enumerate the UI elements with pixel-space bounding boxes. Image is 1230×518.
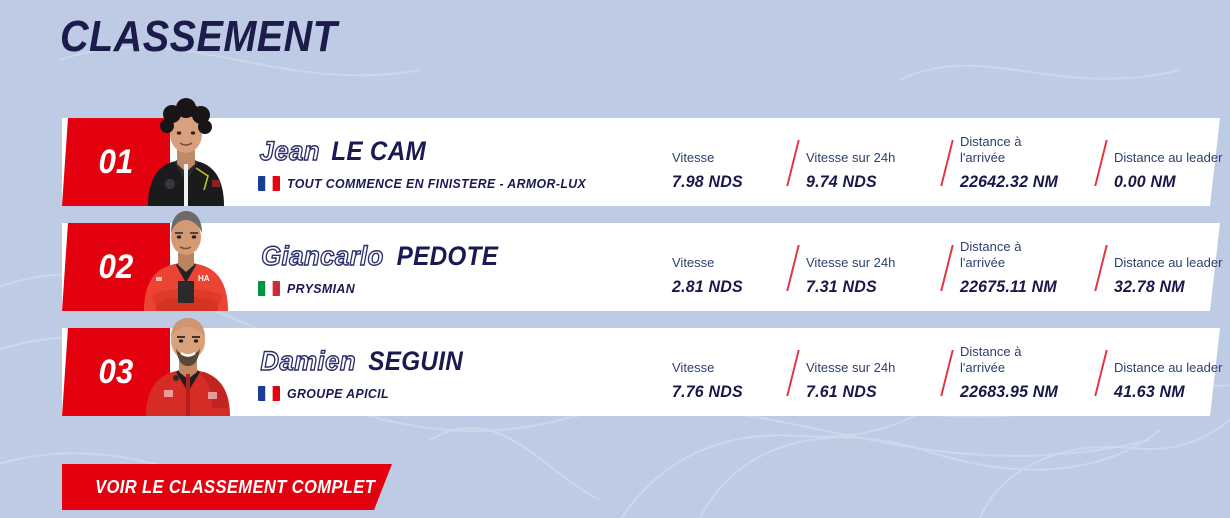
stat-speed-24h: Vitesse sur 24h 9.74 NDS bbox=[806, 132, 934, 192]
stat-value: 7.76 NDS bbox=[672, 382, 743, 401]
stat-value: 22683.95 NM bbox=[960, 382, 1059, 401]
stat-distance-to-leader: Distance au leader 0.00 NM bbox=[1114, 132, 1230, 192]
sailor-photo-le-cam bbox=[134, 98, 238, 206]
stat-separator bbox=[1088, 237, 1114, 297]
stat-separator bbox=[934, 342, 960, 402]
stat-value: 22642.32 NM bbox=[960, 172, 1059, 191]
stat-label: Distance à l'arrivée bbox=[960, 134, 1022, 165]
stat-label: Vitesse sur 24h bbox=[806, 255, 896, 270]
stats-block: Vitesse 2.81 NDS Vitesse sur 24h 7.31 ND… bbox=[672, 237, 1230, 297]
stats-block: Vitesse 7.76 NDS Vitesse sur 24h 7.61 ND… bbox=[672, 342, 1230, 402]
sailor-first-name: Damien bbox=[260, 345, 357, 376]
rank-number: 02 bbox=[98, 247, 134, 286]
row-card bbox=[62, 118, 1220, 206]
team-name: TOUT COMMENCE EN FINISTERE - ARMOR-LUX bbox=[287, 176, 587, 191]
sailor-photo-pedote: HA bbox=[134, 203, 238, 311]
stat-label: Distance à l'arrivée bbox=[960, 239, 1022, 270]
stat-label: Distance au leader bbox=[1114, 150, 1223, 165]
stat-value: 22675.11 NM bbox=[960, 277, 1057, 296]
stat-separator bbox=[780, 237, 806, 297]
sailor-name: Damien SEGUIN bbox=[258, 345, 468, 376]
rank-number: 03 bbox=[98, 352, 134, 391]
team-line: GROUPE APICIL bbox=[258, 386, 468, 401]
page-title: CLASSEMENT bbox=[60, 12, 338, 61]
ranking-row[interactable]: 02 bbox=[0, 211, 1230, 311]
stat-separator bbox=[780, 132, 806, 192]
team-line: TOUT COMMENCE EN FINISTERE - ARMOR-LUX bbox=[258, 176, 602, 191]
stat-value: 2.81 NDS bbox=[672, 277, 743, 296]
stat-label: Distance au leader bbox=[1114, 360, 1223, 375]
stat-separator bbox=[934, 237, 960, 297]
team-line: PRYSMIAN bbox=[258, 281, 504, 296]
stat-separator bbox=[780, 342, 806, 402]
stat-speed-24h: Vitesse sur 24h 7.61 NDS bbox=[806, 342, 934, 402]
stat-distance-to-leader: Distance au leader 41.63 NM bbox=[1114, 342, 1230, 402]
sailor-first-name: Giancarlo bbox=[261, 240, 384, 271]
stat-label: Vitesse bbox=[672, 150, 715, 165]
stat-distance-to-finish: Distance à l'arrivée 22675.11 NM bbox=[960, 237, 1088, 297]
sailor-name-block: Giancarlo PEDOTE PRYSMIAN bbox=[258, 240, 504, 296]
sailor-last-name: PEDOTE bbox=[396, 241, 499, 271]
stat-value: 41.63 NM bbox=[1114, 382, 1185, 401]
view-full-ranking-button[interactable]: VOIR LE CLASSEMENT COMPLET bbox=[62, 464, 392, 510]
stat-separator bbox=[1088, 342, 1114, 402]
stat-distance-to-leader: Distance au leader 32.78 NM bbox=[1114, 237, 1230, 297]
stat-label: Vitesse bbox=[672, 360, 715, 375]
flag-france-icon bbox=[258, 386, 280, 401]
flag-italy-icon bbox=[258, 281, 280, 296]
team-name: GROUPE APICIL bbox=[287, 386, 389, 401]
stat-value: 9.74 NDS bbox=[806, 172, 877, 191]
sailor-photo-seguin bbox=[134, 308, 238, 416]
stat-value: 7.31 NDS bbox=[806, 277, 877, 296]
sailor-last-name: LE CAM bbox=[330, 136, 426, 166]
stat-separator bbox=[934, 132, 960, 192]
stat-speed-24h: Vitesse sur 24h 7.31 NDS bbox=[806, 237, 934, 297]
stat-speed: Vitesse 7.98 NDS bbox=[672, 132, 780, 192]
sailor-first-name: Jean bbox=[259, 135, 320, 166]
sailor-name: Jean LE CAM bbox=[258, 135, 602, 166]
stat-distance-to-finish: Distance à l'arrivée 22642.32 NM bbox=[960, 132, 1088, 192]
svg-text:HA: HA bbox=[198, 274, 210, 283]
sailor-name-block: Damien SEGUIN GROUPE APICIL bbox=[258, 345, 468, 401]
ranking-row[interactable]: 03 bbox=[0, 318, 1230, 416]
flag-france-icon bbox=[258, 176, 280, 191]
stat-value: 32.78 NM bbox=[1114, 277, 1185, 296]
stat-label: Vitesse bbox=[672, 255, 715, 270]
stat-value: 7.61 NDS bbox=[806, 382, 877, 401]
rank-number: 01 bbox=[98, 142, 134, 181]
stat-separator bbox=[1088, 132, 1114, 192]
stat-label: Vitesse sur 24h bbox=[806, 150, 896, 165]
stat-label: Vitesse sur 24h bbox=[806, 360, 896, 375]
stats-block: Vitesse 7.98 NDS Vitesse sur 24h 9.74 ND… bbox=[672, 132, 1230, 192]
team-name: PRYSMIAN bbox=[287, 281, 356, 296]
stat-speed: Vitesse 7.76 NDS bbox=[672, 342, 780, 402]
stat-label: Distance à l'arrivée bbox=[960, 344, 1022, 375]
stat-speed: Vitesse 2.81 NDS bbox=[672, 237, 780, 297]
sailor-name: Giancarlo PEDOTE bbox=[258, 240, 504, 271]
sailor-last-name: SEGUIN bbox=[367, 346, 463, 376]
stat-distance-to-finish: Distance à l'arrivée 22683.95 NM bbox=[960, 342, 1088, 402]
stat-value: 0.00 NM bbox=[1114, 172, 1176, 191]
stat-label: Distance au leader bbox=[1114, 255, 1223, 270]
stat-value: 7.98 NDS bbox=[672, 172, 743, 191]
ranking-row[interactable]: 01 bbox=[0, 98, 1230, 206]
cta-label: VOIR LE CLASSEMENT COMPLET bbox=[95, 476, 376, 497]
ranking-list: 01 bbox=[0, 98, 1230, 433]
sailor-name-block: Jean LE CAM TOUT COMMENCE EN FINISTERE - … bbox=[258, 135, 602, 191]
